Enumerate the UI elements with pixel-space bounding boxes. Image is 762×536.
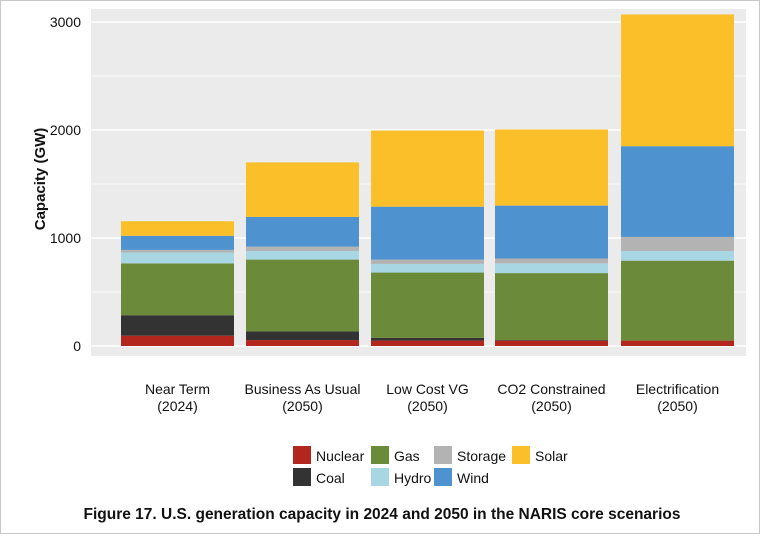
legend-swatch-hydro bbox=[371, 468, 389, 486]
legend: Nuclear Gas Storage Solar Coal Hydro Wind bbox=[293, 446, 568, 486]
x-axis-ticks: Near Term(2024)Business As Usual(2050)Lo… bbox=[145, 381, 719, 414]
legend-swatch-coal bbox=[293, 468, 311, 486]
stacked-bar-chart: 0 1000 2000 3000 Near Term(2024) Business As… bbox=[32, 9, 746, 486]
y-axis-label: Capacity (GW) bbox=[32, 128, 49, 231]
bar-segment-wind bbox=[121, 235, 234, 250]
bar-segment-storage bbox=[621, 236, 734, 251]
bar-segment-gas bbox=[246, 259, 359, 332]
x-tick-label: CO2 Constrained bbox=[497, 381, 605, 397]
bar-segment-gas bbox=[121, 263, 234, 316]
bar-segment-wind bbox=[246, 216, 359, 247]
bar-segment-storage bbox=[246, 246, 359, 251]
legend-label-storage: Storage bbox=[457, 448, 506, 464]
bar-segment-hydro bbox=[246, 250, 359, 260]
legend-label-solar: Solar bbox=[535, 448, 568, 464]
x-tick-label: (2024) bbox=[157, 398, 197, 414]
y-tick-label: 2000 bbox=[50, 122, 81, 138]
x-tick-label: Low Cost VG bbox=[386, 381, 468, 397]
bar-segment-hydro bbox=[621, 250, 734, 261]
x-tick-label: Near Term bbox=[145, 381, 210, 397]
y-tick-label: 0 bbox=[73, 338, 81, 354]
bar-segment-gas bbox=[371, 272, 484, 338]
y-tick-label: 3000 bbox=[50, 14, 81, 30]
bar-segment-gas bbox=[621, 260, 734, 341]
bar-segment-storage bbox=[121, 249, 234, 253]
bar-segment-nuclear bbox=[121, 335, 234, 346]
legend-swatch-solar bbox=[512, 446, 530, 464]
bar-segment-nuclear bbox=[495, 340, 608, 346]
bar-segment-wind bbox=[621, 146, 734, 237]
bar-segment-nuclear bbox=[621, 340, 734, 346]
bar-segment-coal bbox=[371, 337, 484, 341]
bar-segment-storage bbox=[495, 258, 608, 264]
bar-segment-solar bbox=[371, 130, 484, 207]
legend-swatch-storage bbox=[434, 446, 452, 464]
x-tick-label: (2050) bbox=[531, 398, 571, 414]
bar-segment-nuclear bbox=[246, 340, 359, 346]
legend-label-coal: Coal bbox=[316, 470, 345, 486]
bar-segment-solar bbox=[621, 14, 734, 147]
legend-label-gas: Gas bbox=[394, 448, 420, 464]
bar-segment-coal bbox=[495, 340, 608, 341]
bar-segment-gas bbox=[495, 273, 608, 341]
legend-swatch-wind bbox=[434, 468, 452, 486]
x-tick-label: (2050) bbox=[657, 398, 697, 414]
bar-segment-hydro bbox=[121, 252, 234, 264]
legend-swatch-nuclear bbox=[293, 446, 311, 464]
x-tick-label: (2050) bbox=[282, 398, 322, 414]
bar-segment-hydro bbox=[495, 263, 608, 274]
bar-segment-nuclear bbox=[371, 340, 484, 346]
legend-label-hydro: Hydro bbox=[394, 470, 432, 486]
bars bbox=[121, 14, 734, 346]
bar-segment-solar bbox=[121, 221, 234, 236]
bar-segment-wind bbox=[495, 205, 608, 259]
x-tick-label: (2050) bbox=[407, 398, 447, 414]
bar-segment-coal bbox=[121, 315, 234, 336]
bar-segment-wind bbox=[371, 206, 484, 260]
bar-segment-solar bbox=[495, 129, 608, 206]
bar-segment-solar bbox=[246, 162, 359, 217]
figure-caption: Figure 17. U.S. generation capacity in 2… bbox=[83, 506, 681, 523]
bar-segment-coal bbox=[246, 331, 359, 341]
legend-label-wind: Wind bbox=[457, 470, 489, 486]
x-tick-label: Electrification bbox=[636, 381, 719, 397]
y-tick-label: 1000 bbox=[50, 230, 81, 246]
bar-segment-storage bbox=[371, 259, 484, 264]
legend-swatch-gas bbox=[371, 446, 389, 464]
x-tick-label: Business As Usual bbox=[245, 381, 361, 397]
legend-label-nuclear: Nuclear bbox=[316, 448, 365, 464]
y-axis-ticks: 0 1000 2000 3000 bbox=[50, 14, 81, 354]
bar-segment-hydro bbox=[371, 263, 484, 273]
